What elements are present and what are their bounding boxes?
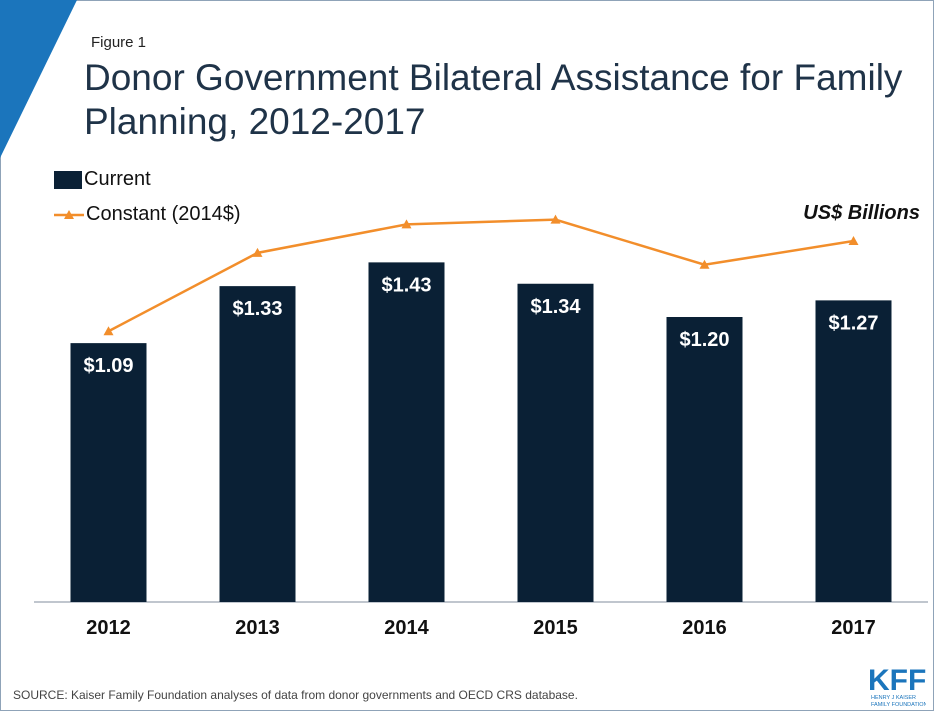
kff-logo: KFF HENRY J KAISER FAMILY FOUNDATION [868, 664, 926, 708]
x-tick-label: 2016 [682, 617, 727, 639]
legend-swatch-line [54, 209, 84, 219]
figure-label: Figure 1 [91, 34, 147, 51]
bar-value-label: $1.33 [232, 298, 282, 320]
x-tick-label: 2013 [235, 617, 280, 639]
bar-value-label: $1.43 [381, 274, 431, 296]
x-tick-label: 2014 [384, 617, 429, 639]
constant-point-2014 [401, 219, 412, 229]
bar-2017 [815, 300, 892, 602]
chart-title: Donor Government Bilateral Assistance fo… [84, 57, 903, 142]
x-tick-label: 2012 [86, 617, 131, 639]
units-label: US$ Billions [803, 202, 920, 224]
bar-2013 [219, 286, 296, 602]
legend-item-constant: Constant (2014$) [54, 203, 241, 226]
bar-2015 [517, 283, 594, 602]
x-tick-label: 2015 [533, 617, 578, 639]
legend-item-current: Current [54, 168, 151, 191]
bar-value-label: $1.09 [83, 355, 133, 377]
constant-line [107, 218, 854, 333]
constant-point-2013 [252, 247, 263, 257]
legend-label-constant: Constant (2014$) [86, 203, 241, 225]
corner-accent [0, 0, 77, 158]
source-note: SOURCE: Kaiser Family Foundation analyse… [13, 688, 578, 702]
bar-2014 [368, 262, 445, 602]
x-tick-label: 2017 [831, 617, 876, 639]
legend-swatch-bar [54, 170, 82, 189]
bar-value-label: $1.34 [530, 296, 581, 318]
bar-2012 [70, 343, 147, 602]
constant-point-2016 [699, 259, 710, 269]
constant-point-2017 [848, 236, 859, 245]
bar-value-label: $1.20 [679, 329, 729, 351]
svg-text:FAMILY FOUNDATION: FAMILY FOUNDATION [871, 702, 926, 708]
bar-value-label: $1.27 [828, 312, 878, 334]
legend-label-current: Current [84, 168, 151, 190]
constant-point-2012 [103, 326, 114, 336]
kff-logo-text: KFF [868, 664, 926, 697]
bar-2016 [666, 317, 743, 602]
svg-text:HENRY J KAISER: HENRY J KAISER [871, 695, 916, 701]
constant-point-2015 [550, 214, 561, 224]
